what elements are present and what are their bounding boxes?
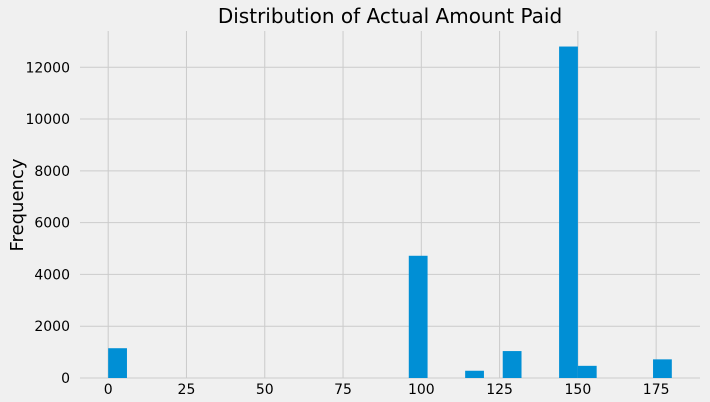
x-tick-label: 125 [486, 382, 513, 398]
x-tick-label: 175 [643, 382, 670, 398]
x-tick-label: 100 [408, 382, 435, 398]
y-tick-label: 4000 [34, 267, 70, 283]
x-axis-ticks: 0 25 50 75 100 125 150 175 [104, 382, 670, 398]
grid [80, 31, 700, 379]
y-tick-label: 0 [61, 371, 70, 387]
bars [108, 46, 672, 378]
histogram-bar [408, 255, 428, 378]
y-tick-label: 2000 [34, 319, 70, 335]
chart-title: Distribution of Actual Amount Paid [218, 4, 562, 28]
histogram-bar [653, 359, 672, 378]
histogram-bar [108, 348, 127, 378]
histogram-bar [577, 365, 597, 378]
y-tick-label: 6000 [34, 216, 70, 232]
y-tick-label: 8000 [34, 164, 70, 180]
x-tick-label: 75 [334, 382, 352, 398]
histogram-bar [502, 351, 522, 378]
x-tick-label: 0 [104, 382, 113, 398]
histogram-bar [465, 370, 484, 378]
histogram-bar [559, 46, 578, 378]
y-axis-label: Frequency [7, 158, 28, 251]
y-axis-ticks: 0 2000 4000 6000 8000 10000 12000 [25, 60, 70, 387]
x-tick-label: 150 [565, 382, 592, 398]
y-tick-label: 10000 [25, 112, 70, 128]
y-tick-label: 12000 [25, 60, 70, 76]
x-tick-label: 25 [178, 382, 196, 398]
x-tick-label: 50 [256, 382, 274, 398]
